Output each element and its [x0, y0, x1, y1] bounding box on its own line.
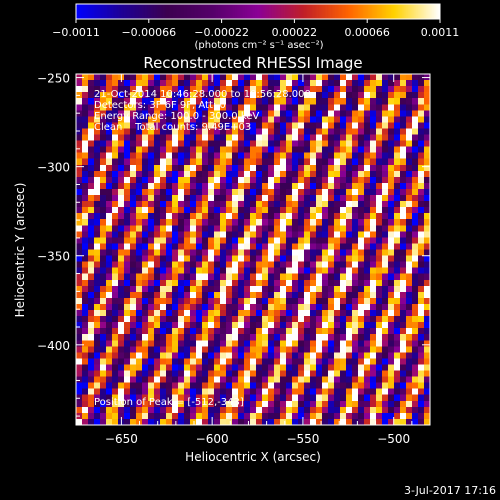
peak-position-label: Position of Peak = [-512,-343] [94, 397, 244, 408]
colorbar-frame [75, 3, 441, 20]
y-tick-label: −250 [37, 72, 70, 86]
plot-frame [75, 73, 431, 426]
y-tick-label: −400 [37, 339, 70, 353]
y-tick-label: −350 [37, 250, 70, 264]
x-tick-label: −500 [377, 432, 410, 446]
annotation-detectors: Detectors: 3F 6F 9F, Att: 0 [94, 100, 226, 111]
colorbar-ticks: −0.0011 −0.00066 −0.00022 0.00022 0.00066 0.0… [52, 19, 459, 39]
y-axis-label: Heliocentric Y (arcsec) [13, 183, 27, 318]
x-axis-label: Heliocentric X (arcsec) [185, 450, 321, 464]
chart-title: Reconstructed RHESSI Image [143, 54, 362, 72]
x-tick-label: −550 [286, 432, 319, 446]
annotation-counts: Clean Total counts: 9.49E+03 [94, 122, 251, 133]
y-axis-ticks: −250 −300 −350 −400 [37, 72, 430, 417]
colorbar-gradient [76, 4, 440, 19]
x-tick-label: −600 [196, 432, 229, 446]
colorbar-unit-label: (photons cm⁻² s⁻¹ asec⁻²) [194, 40, 323, 51]
heatmap-image [76, 74, 430, 425]
x-tick-label: −650 [105, 432, 138, 446]
colorbar-tick-label: 0.0011 [421, 26, 460, 39]
colorbar-tick-label: 0.00022 [272, 26, 318, 39]
x-axis-ticks: −650 −600 −550 −500 [105, 74, 431, 446]
colorbar-tick-label: 0.00066 [344, 26, 390, 39]
colorbar-tick-label: −0.00066 [121, 26, 176, 39]
plot-date: 3-Jul-2017 17:16 [404, 484, 496, 497]
colorbar-tick-label: −0.0011 [52, 26, 100, 39]
y-tick-label: −300 [37, 161, 70, 175]
colorbar-tick-label: −0.00022 [194, 26, 249, 39]
annotation-time-range: 21-Oct-2014 10:46:28.000 to 10:56:28.000 [94, 89, 311, 100]
annotation-energy-range: Energy Range: 100.0 - 300.0 keV [94, 111, 259, 122]
